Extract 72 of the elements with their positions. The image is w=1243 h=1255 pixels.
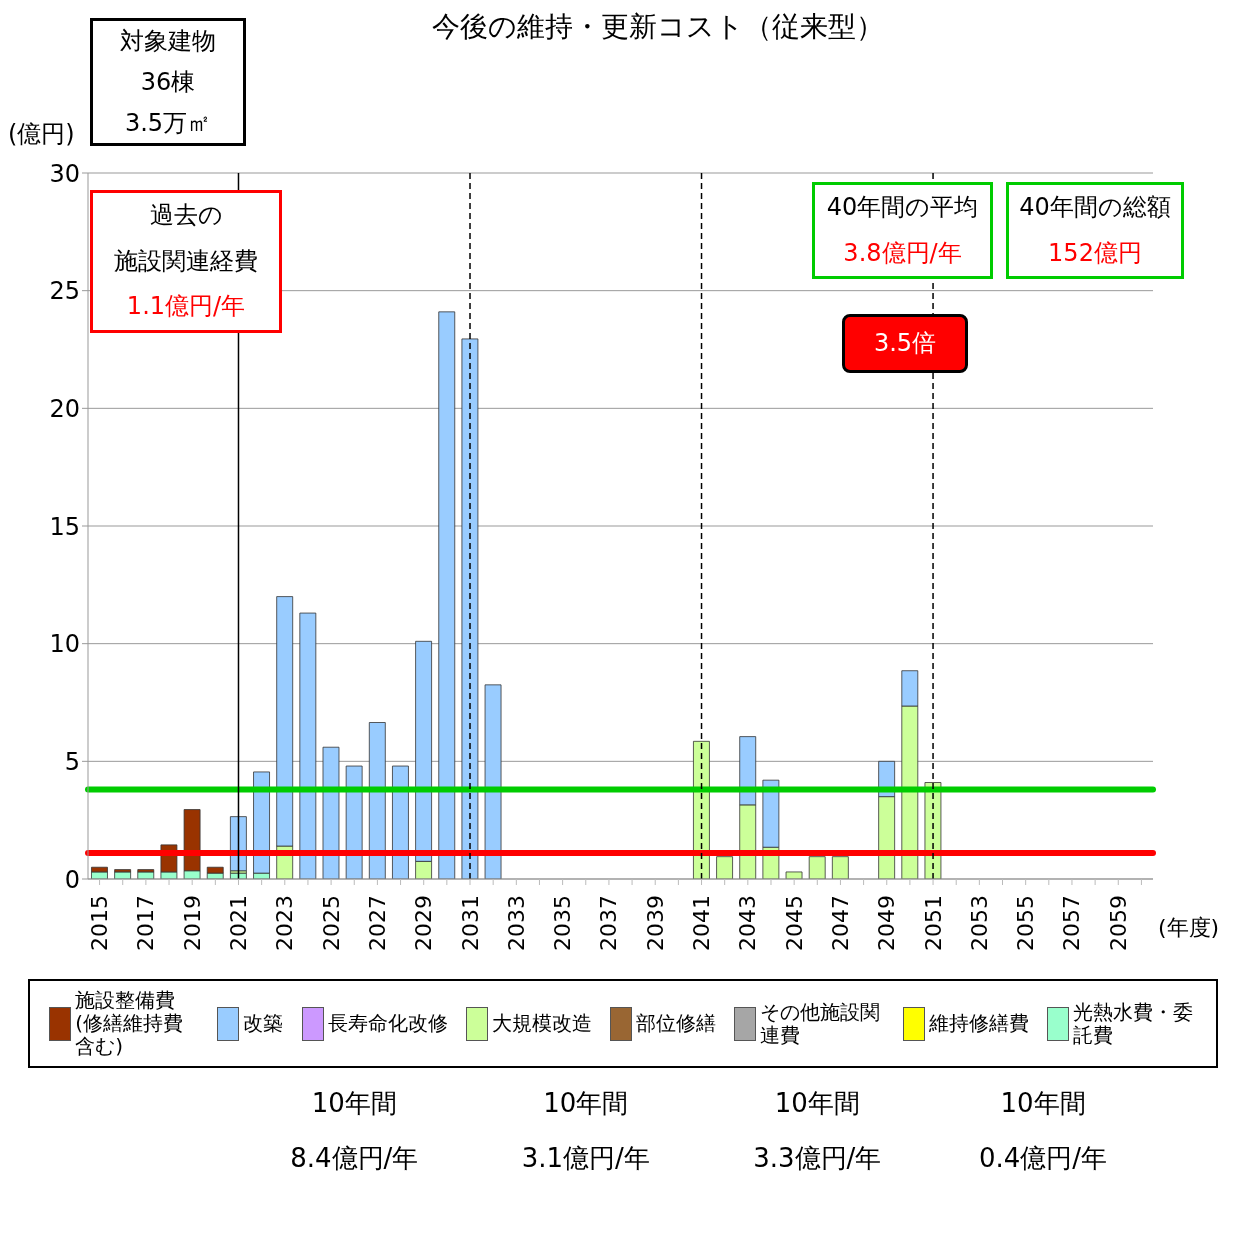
annotation: 40年間の総額: [1018, 192, 1172, 223]
y-axis-title: (億円): [8, 119, 75, 150]
legend-label: その他施設関連費: [760, 999, 882, 1047]
legend-label: 部位修繕: [636, 1011, 717, 1035]
text: 10年間: [542, 1087, 630, 1120]
text: 3.3億円/年: [752, 1141, 883, 1175]
text: 0.4億円/年: [977, 1141, 1109, 1175]
y-tick-label: 5: [64, 747, 80, 776]
bar: [785, 871, 803, 879]
x-tick-label: 2019: [179, 895, 205, 951]
x-tick-label: 2023: [272, 895, 298, 951]
bar: [438, 311, 456, 879]
x-tick-label: 2059: [1105, 895, 1131, 951]
y-tick-label: 20: [49, 394, 80, 423]
x-tick-label: 2029: [411, 895, 437, 951]
x-tick-label: 2035: [550, 895, 576, 951]
x-tick-label: 2055: [1013, 895, 1039, 951]
x-tick-label: 2053: [966, 895, 992, 951]
legend-label: 改築: [243, 1011, 284, 1035]
annotation: 1.1億円/年: [125, 291, 247, 323]
x-tick-label: 2021: [225, 895, 251, 951]
text: 10年間: [773, 1087, 861, 1120]
bar: [831, 856, 849, 879]
annotation: 過去の: [148, 200, 224, 231]
legend-label: 長寿命化改修: [327, 1011, 448, 1035]
text: 36棟: [139, 66, 197, 98]
bar: [368, 722, 386, 879]
x-tick-label: 2057: [1059, 895, 1085, 951]
x-tick-label: 2047: [827, 895, 853, 951]
bar: [484, 684, 502, 879]
x-axis-title: (年度): [1158, 914, 1220, 942]
y-tick-label: 0: [64, 865, 80, 894]
bar: [299, 612, 317, 879]
y-tick-label: 15: [49, 512, 80, 541]
x-tick-label: 2049: [874, 895, 900, 951]
text: 3.5万㎡: [123, 107, 213, 139]
text: 対象建物: [119, 26, 217, 57]
bar: [461, 338, 479, 879]
x-tick-label: 2051: [920, 895, 946, 951]
x-tick-label: 2041: [689, 895, 715, 951]
x-tick-label: 2037: [596, 895, 622, 951]
x-tick-label: 2025: [318, 895, 344, 951]
bar: [206, 866, 224, 874]
annotation: 152億円: [1047, 237, 1143, 269]
bar: [716, 856, 733, 879]
x-tick-label: 2039: [642, 895, 668, 951]
legend-label: 施設整備費(修繕維持費含む): [75, 988, 184, 1058]
text: 10年間: [310, 1087, 398, 1120]
text: 8.4億円/年: [289, 1141, 420, 1175]
legend-label: 大規模改造: [491, 1011, 592, 1035]
x-tick-label: 2031: [457, 895, 483, 951]
bar: [253, 771, 270, 874]
y-tick-label: 25: [49, 277, 80, 306]
legend-label: 維持修繕費: [928, 1011, 1029, 1035]
bar: [808, 856, 826, 879]
annotation: 施設関連経費: [113, 245, 259, 277]
annotation: 40年間の平均: [825, 192, 980, 223]
text: 10年間: [999, 1087, 1087, 1120]
text: 3.1億円/年: [520, 1141, 651, 1175]
x-tick-label: 2045: [781, 895, 807, 951]
y-tick-label: 10: [49, 630, 80, 659]
y-tick-label: 30: [49, 159, 80, 188]
annotation: 3.8億円/年: [842, 237, 963, 269]
x-tick-label: 2017: [133, 895, 159, 951]
x-tick-label: 2015: [87, 895, 113, 951]
chart-title: 今後の維持・更新コスト（従来型）: [431, 9, 885, 45]
x-tick-label: 2043: [735, 895, 761, 951]
legend-label: 光熱水費・委託費: [1072, 999, 1194, 1047]
x-tick-label: 2033: [503, 895, 529, 951]
bar: [322, 746, 340, 879]
x-tick-label: 2027: [364, 895, 390, 951]
annotation: 3.5倍: [845, 317, 965, 370]
